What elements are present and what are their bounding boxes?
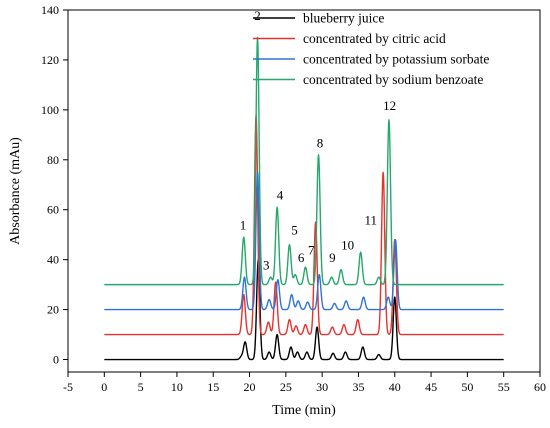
peak-label: 7	[308, 243, 315, 258]
x-tick-label: 10	[171, 380, 183, 394]
y-tick-label: 0	[53, 353, 59, 367]
series-line-2	[103, 114, 505, 336]
x-tick-label: 25	[280, 380, 292, 394]
peak-label: 6	[298, 250, 305, 265]
x-tick-label: 60	[534, 380, 546, 394]
y-tick-label: 80	[47, 153, 59, 167]
legend-label-1: blueberry juice	[303, 11, 384, 26]
peak-label: 2	[254, 8, 261, 23]
y-tick-label: 100	[41, 103, 59, 117]
legend-label-4: concentrated by sodium benzoate	[303, 72, 483, 87]
x-tick-label: -5	[63, 380, 73, 394]
y-tick-label: 120	[41, 53, 59, 67]
y-axis: 0 20 40 60 80 100 120 140	[41, 3, 68, 367]
series-line-1	[103, 258, 505, 361]
peak-label: 10	[341, 238, 354, 253]
x-axis: -5 0 5 10 15 20 25 30 35 40 45 50 55 60	[63, 372, 546, 394]
y-tick-label: 20	[47, 303, 59, 317]
x-tick-label: 50	[461, 380, 473, 394]
peak-label: 9	[329, 250, 336, 265]
legend: blueberry juice concentrated by citric ac…	[253, 11, 489, 87]
peak-label: 12	[383, 98, 396, 113]
x-tick-label: 40	[389, 380, 401, 394]
x-tick-label: 5	[138, 380, 144, 394]
peak-label: 4	[277, 188, 284, 203]
x-tick-label: 35	[352, 380, 364, 394]
y-axis-title: Absorbance (mAu)	[8, 137, 23, 245]
series-line-4	[103, 36, 505, 286]
x-axis-title: Time (min)	[272, 403, 336, 418]
series-line-3	[103, 171, 505, 311]
x-tick-label: 45	[425, 380, 437, 394]
x-tick-label: 30	[316, 380, 328, 394]
peak-label: 5	[291, 223, 298, 238]
x-tick-label: 15	[207, 380, 219, 394]
legend-label-2: concentrated by citric acid	[303, 31, 446, 46]
legend-label-3: concentrated by potassium sorbate	[303, 52, 489, 67]
x-tick-label: 0	[101, 380, 107, 394]
x-tick-label: 20	[244, 380, 256, 394]
peak-label: 8	[317, 135, 324, 150]
y-tick-label: 140	[41, 3, 59, 17]
series-lines	[103, 36, 505, 361]
x-tick-label: 55	[498, 380, 510, 394]
peak-label: 3	[263, 258, 270, 273]
peak-label: 11	[365, 213, 378, 228]
y-tick-label: 40	[47, 253, 59, 267]
peak-label: 1	[240, 218, 247, 233]
plot-frame	[67, 9, 541, 373]
y-tick-label: 60	[47, 203, 59, 217]
